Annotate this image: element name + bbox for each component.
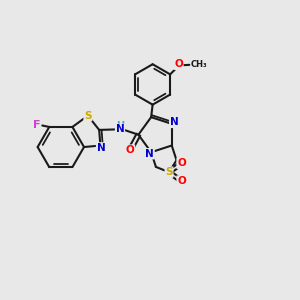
Text: F: F	[33, 121, 40, 130]
Text: O: O	[177, 176, 186, 186]
Text: CH₃: CH₃	[191, 60, 208, 69]
Text: N: N	[116, 124, 124, 134]
Text: N: N	[97, 143, 105, 153]
Text: O: O	[126, 145, 134, 155]
Text: N: N	[170, 117, 178, 128]
Text: S: S	[165, 167, 173, 177]
Text: O: O	[177, 158, 186, 168]
Text: N: N	[145, 149, 154, 159]
Text: H: H	[116, 121, 124, 131]
Text: O: O	[174, 59, 183, 69]
Text: S: S	[84, 111, 92, 121]
